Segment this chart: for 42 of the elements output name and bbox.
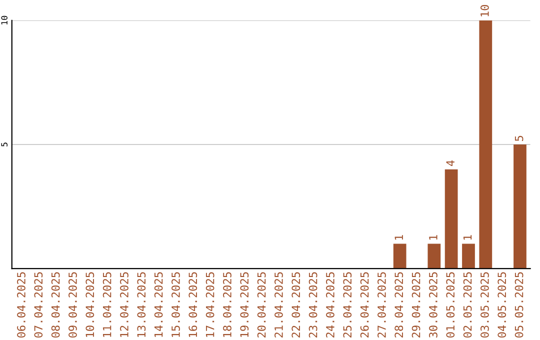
data-label: 1 bbox=[463, 235, 472, 240]
bar bbox=[514, 144, 526, 269]
x-tick-label: 17.04.2025 bbox=[206, 272, 214, 337]
x-tick-label: 02.05.2025 bbox=[463, 272, 472, 338]
x-tick-label: 13.04.2025 bbox=[137, 272, 146, 337]
x-tick-label: 04.05.2025 bbox=[498, 272, 506, 338]
x-tick-label: 29.04.2025 bbox=[412, 272, 420, 338]
x-tick-label: 11.04.2025 bbox=[102, 272, 112, 337]
x-tick-label: 12.04.2025 bbox=[120, 272, 128, 337]
data-label: 4 bbox=[446, 160, 454, 166]
x-tick-label: 16.04.2025 bbox=[188, 272, 198, 337]
x-tick-label: 25.04.2025 bbox=[343, 272, 352, 338]
x-tick-label: 24.04.2025 bbox=[326, 272, 334, 338]
x-tick-label: 14.04.2025 bbox=[154, 272, 163, 337]
bar bbox=[428, 244, 441, 269]
bar bbox=[479, 20, 492, 269]
x-tick-label: 22.04.2025 bbox=[292, 272, 300, 338]
x-tick-label: 27.04.2025 bbox=[378, 272, 386, 338]
bar bbox=[393, 244, 406, 269]
data-label: 1 bbox=[394, 235, 403, 240]
x-tick-label: 15.04.2025 bbox=[172, 272, 180, 337]
x-tick-label: 01.05.2025 bbox=[446, 272, 455, 338]
x-tick-label: 28.04.2025 bbox=[394, 272, 404, 338]
x-tick-label: 08.04.2025 bbox=[51, 272, 60, 338]
x-tick-label: 06.04.2025 bbox=[17, 272, 26, 338]
x-tick-label: 21.04.2025 bbox=[274, 272, 283, 338]
x-tick-label: 19.04.2025 bbox=[240, 272, 249, 337]
data-label: 10 bbox=[480, 4, 489, 16]
x-tick-label: 07.04.2025 bbox=[34, 272, 43, 338]
x-tick-label: 20.04.2025 bbox=[257, 272, 266, 338]
x-tick-label: 26.04.2025 bbox=[360, 272, 369, 338]
x-tick-label: 09.04.2025 bbox=[68, 272, 77, 338]
bar bbox=[444, 169, 458, 269]
x-tick-label: 10.04.2025 bbox=[86, 272, 94, 337]
data-label: 5 bbox=[514, 136, 524, 141]
x-tick-label: 03.05.2025 bbox=[480, 272, 489, 338]
x-tick-label: 23.04.2025 bbox=[308, 272, 318, 338]
x-tick-label: 18.04.2025 bbox=[223, 272, 232, 337]
x-tick-label: 30.04.2025 bbox=[429, 272, 438, 338]
data-label: 1 bbox=[429, 235, 438, 240]
x-tick-label: 05.05.2025 bbox=[514, 272, 524, 338]
bar bbox=[462, 244, 475, 269]
